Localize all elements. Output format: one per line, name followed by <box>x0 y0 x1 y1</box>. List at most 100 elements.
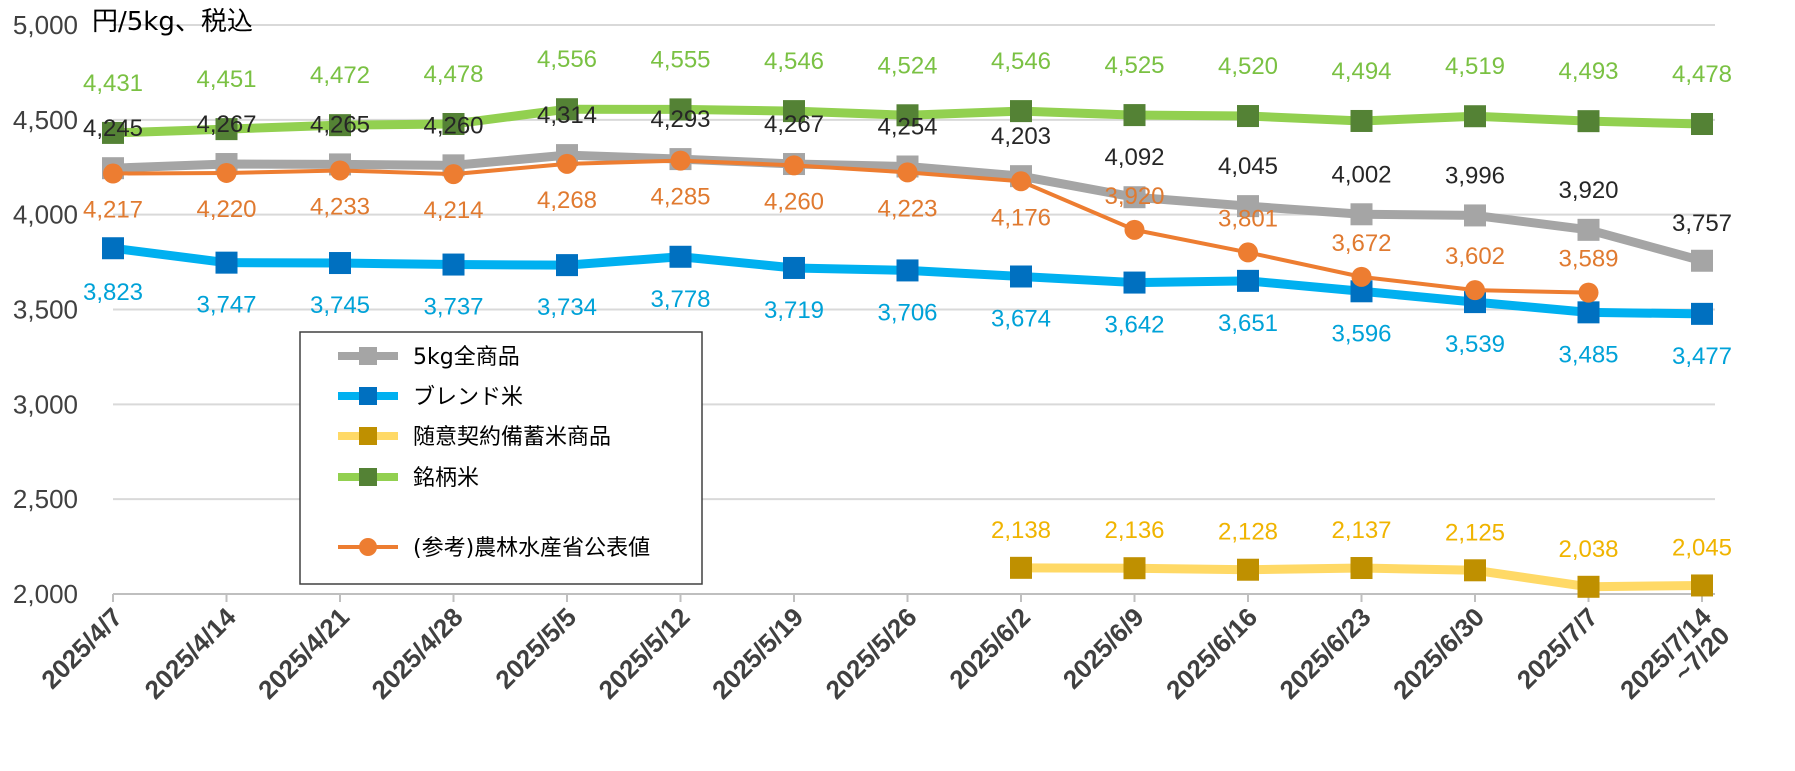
x-tick-label-line: 2025/6/23 <box>1274 602 1377 705</box>
data-label: 4,176 <box>991 204 1051 231</box>
data-point-marker <box>1577 575 1600 598</box>
data-point-marker <box>102 121 124 144</box>
data-point-marker <box>784 155 804 176</box>
x-tick-label-line: 2025/4/28 <box>366 602 469 705</box>
x-tick-label-line: 2025/4/7 <box>35 602 128 695</box>
data-point-marker <box>329 252 351 275</box>
series-line <box>111 158 1591 295</box>
data-point-marker <box>330 160 350 181</box>
data-label: 3,996 <box>1445 162 1505 189</box>
data-label: 2,045 <box>1672 534 1732 561</box>
data-point-marker <box>896 259 919 282</box>
data-label: 2,138 <box>991 517 1051 544</box>
data-point-marker <box>1464 559 1486 582</box>
data-labels: 2,138 2,136 2,128 2,137 2,125 2,038 2,045 3,823… <box>83 46 1732 563</box>
data-point-marker <box>442 113 465 136</box>
x-axis <box>112 593 1715 602</box>
data-label: 4,525 <box>1104 52 1164 79</box>
data-label: 4,519 <box>1445 53 1505 80</box>
data-label: 4,478 <box>423 61 483 88</box>
data-point-marker <box>1011 171 1031 192</box>
data-label: 4,451 <box>196 66 256 93</box>
x-tick-label: 2025/4/7 <box>35 602 128 695</box>
data-label: 2,136 <box>1104 517 1164 544</box>
data-label: 3,801 <box>1218 205 1278 232</box>
data-point-marker <box>1123 557 1146 580</box>
x-tick-label-line: 2025/6/2 <box>943 602 1036 695</box>
data-point-marker <box>557 153 577 174</box>
data-point-marker <box>1237 269 1259 292</box>
y-tick-label: 2,000 <box>13 579 78 609</box>
data-label: 4,214 <box>423 197 483 224</box>
legend-label: (参考)農林水産省公表値 <box>413 536 650 561</box>
data-label: 4,546 <box>991 48 1051 75</box>
data-label: 4,472 <box>310 62 370 89</box>
y-tick-label: 4,500 <box>13 105 78 135</box>
data-label: 4,556 <box>537 46 597 73</box>
data-label: 4,524 <box>877 52 937 79</box>
data-label: 4,267 <box>764 111 824 138</box>
data-point-marker <box>215 251 238 274</box>
data-point-marker <box>783 100 805 123</box>
data-label: 4,314 <box>537 102 597 129</box>
data-label: 4,546 <box>764 48 824 75</box>
data-point-marker <box>897 162 918 183</box>
legend-swatch-marker <box>359 347 377 365</box>
data-point-marker <box>1691 249 1713 272</box>
data-point-marker <box>103 163 123 184</box>
data-label: 3,745 <box>310 292 370 319</box>
data-label: 4,285 <box>650 184 710 211</box>
data-label: 3,823 <box>83 279 143 306</box>
data-label: 3,920 <box>1558 177 1618 204</box>
data-label: 2,038 <box>1558 536 1618 563</box>
data-point-marker <box>1010 100 1032 123</box>
data-label: 4,245 <box>83 115 143 142</box>
data-point-marker <box>443 164 464 185</box>
data-label: 3,642 <box>1104 312 1164 339</box>
x-tick-label-line: 2025/5/19 <box>706 602 809 705</box>
legend-label: ブレンド米 <box>413 385 523 410</box>
x-tick-label: 2025/4/14 <box>139 601 242 704</box>
data-point-marker <box>669 98 692 121</box>
legend-label: 銘柄米 <box>413 466 479 491</box>
data-point-marker <box>1123 104 1146 127</box>
data-label: 4,223 <box>877 195 937 222</box>
data-point-marker <box>102 237 124 260</box>
x-tick-label: 2025/4/28 <box>366 602 469 705</box>
series-layer <box>102 98 1713 598</box>
data-point-marker <box>215 118 238 141</box>
data-label: 3,706 <box>877 299 937 326</box>
x-tick-label: 2025/5/12 <box>593 602 696 705</box>
data-label: 4,478 <box>1672 61 1732 88</box>
data-point-marker <box>1578 282 1599 303</box>
data-label: 3,672 <box>1331 230 1391 257</box>
x-tick-label: 2025/5/5 <box>489 602 582 695</box>
x-tick-label-line: 2025/4/21 <box>252 602 355 705</box>
y-tick-label: 5,000 <box>13 10 78 40</box>
data-label: 3,778 <box>650 286 710 313</box>
data-label: 3,674 <box>991 305 1051 332</box>
x-tick-label: 2025/4/21 <box>252 602 355 705</box>
y-tick-label: 3,500 <box>13 295 78 325</box>
y-tick-label: 3,000 <box>13 389 78 419</box>
data-point-marker <box>556 98 578 121</box>
data-label: 4,431 <box>83 70 143 97</box>
x-tick-label: 2025/6/23 <box>1274 602 1377 705</box>
data-label: 2,125 <box>1445 519 1505 546</box>
data-point-marker <box>1464 105 1486 128</box>
data-label: 4,203 <box>991 123 1051 150</box>
data-label: 3,596 <box>1331 320 1391 347</box>
data-point-marker <box>1238 242 1258 263</box>
data-point-marker <box>1465 280 1485 301</box>
data-label: 4,260 <box>764 188 824 215</box>
data-label: 4,002 <box>1331 161 1391 188</box>
data-point-marker <box>1691 302 1713 325</box>
data-label: 4,217 <box>83 197 143 224</box>
data-label: 4,254 <box>877 113 937 140</box>
data-label: 4,494 <box>1331 58 1391 85</box>
data-point-marker <box>1350 557 1373 580</box>
data-label: 4,265 <box>310 111 370 138</box>
data-label: 3,589 <box>1558 246 1618 273</box>
